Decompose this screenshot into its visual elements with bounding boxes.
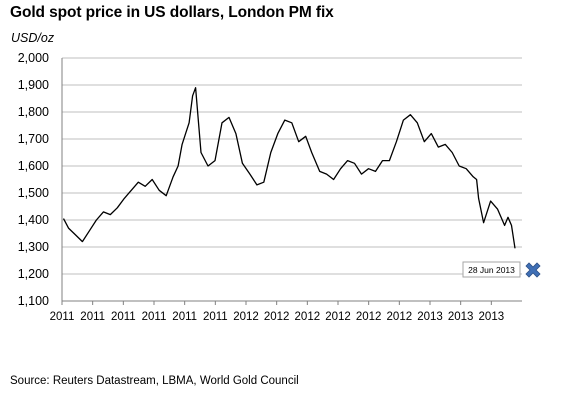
y-tick-labels: 1,100 1,200 1,300 1,400 1,500 1,600 1,700 1,800… (18, 51, 49, 308)
x-tick-label: 2012 (233, 311, 259, 323)
x-tick-label: 2012 (264, 311, 290, 323)
axes (61, 58, 522, 302)
x-tick-labels: 2011 2011 2011 2011 2011 2011 2012 2012 2012 2012… (50, 301, 504, 323)
y-tick-label: 1,100 (18, 294, 49, 308)
y-tick-label: 1,500 (18, 186, 49, 200)
x-tick-label: 2013 (448, 311, 474, 323)
x-tick-label: 2013 (479, 311, 505, 323)
x-marker-icon (525, 262, 541, 278)
x-tick-label: 2011 (111, 311, 136, 323)
annotations: 28 Jun 2013 (462, 261, 541, 278)
gold-price-line-chart: 1,100 1,200 1,300 1,400 1,500 1,600 1,700 1,800… (18, 51, 541, 323)
x-tick-label: 2011 (142, 311, 167, 323)
annotation-box (462, 261, 521, 278)
y-tick-label: 1,700 (18, 132, 49, 146)
series (62, 87, 516, 249)
gold-price-series-line (62, 87, 516, 249)
chart-title: Gold spot price in US dollars, London PM… (10, 4, 334, 21)
y-axis-unit-label: USD/oz (11, 31, 55, 45)
x-tick-label: 2012 (325, 311, 351, 323)
x-tick-label: 2012 (295, 311, 321, 323)
y-tick-label: 1,200 (18, 267, 49, 281)
x-tick-label: 2013 (417, 311, 443, 323)
y-tick-label: 1,800 (18, 105, 49, 119)
y-tick-label: 1,900 (18, 78, 49, 92)
x-tick-label: 2011 (172, 311, 197, 323)
gridlines (62, 57, 522, 275)
x-tick-label: 2012 (387, 311, 413, 323)
x-tick-label: 2011 (203, 311, 228, 323)
x-tick-label: 2011 (50, 311, 75, 323)
x-tick-label: 2012 (356, 311, 382, 323)
y-tick-label: 2,000 (18, 51, 49, 65)
annotation-label: 28 Jun 2013 (468, 265, 515, 275)
source-note: Source: Reuters Datastream, LBMA, World … (10, 375, 299, 387)
y-tick-label: 1,400 (18, 213, 49, 227)
y-tick-label: 1,600 (18, 159, 49, 173)
y-tick-label: 1,300 (18, 240, 49, 254)
x-tick-label: 2011 (80, 311, 105, 323)
